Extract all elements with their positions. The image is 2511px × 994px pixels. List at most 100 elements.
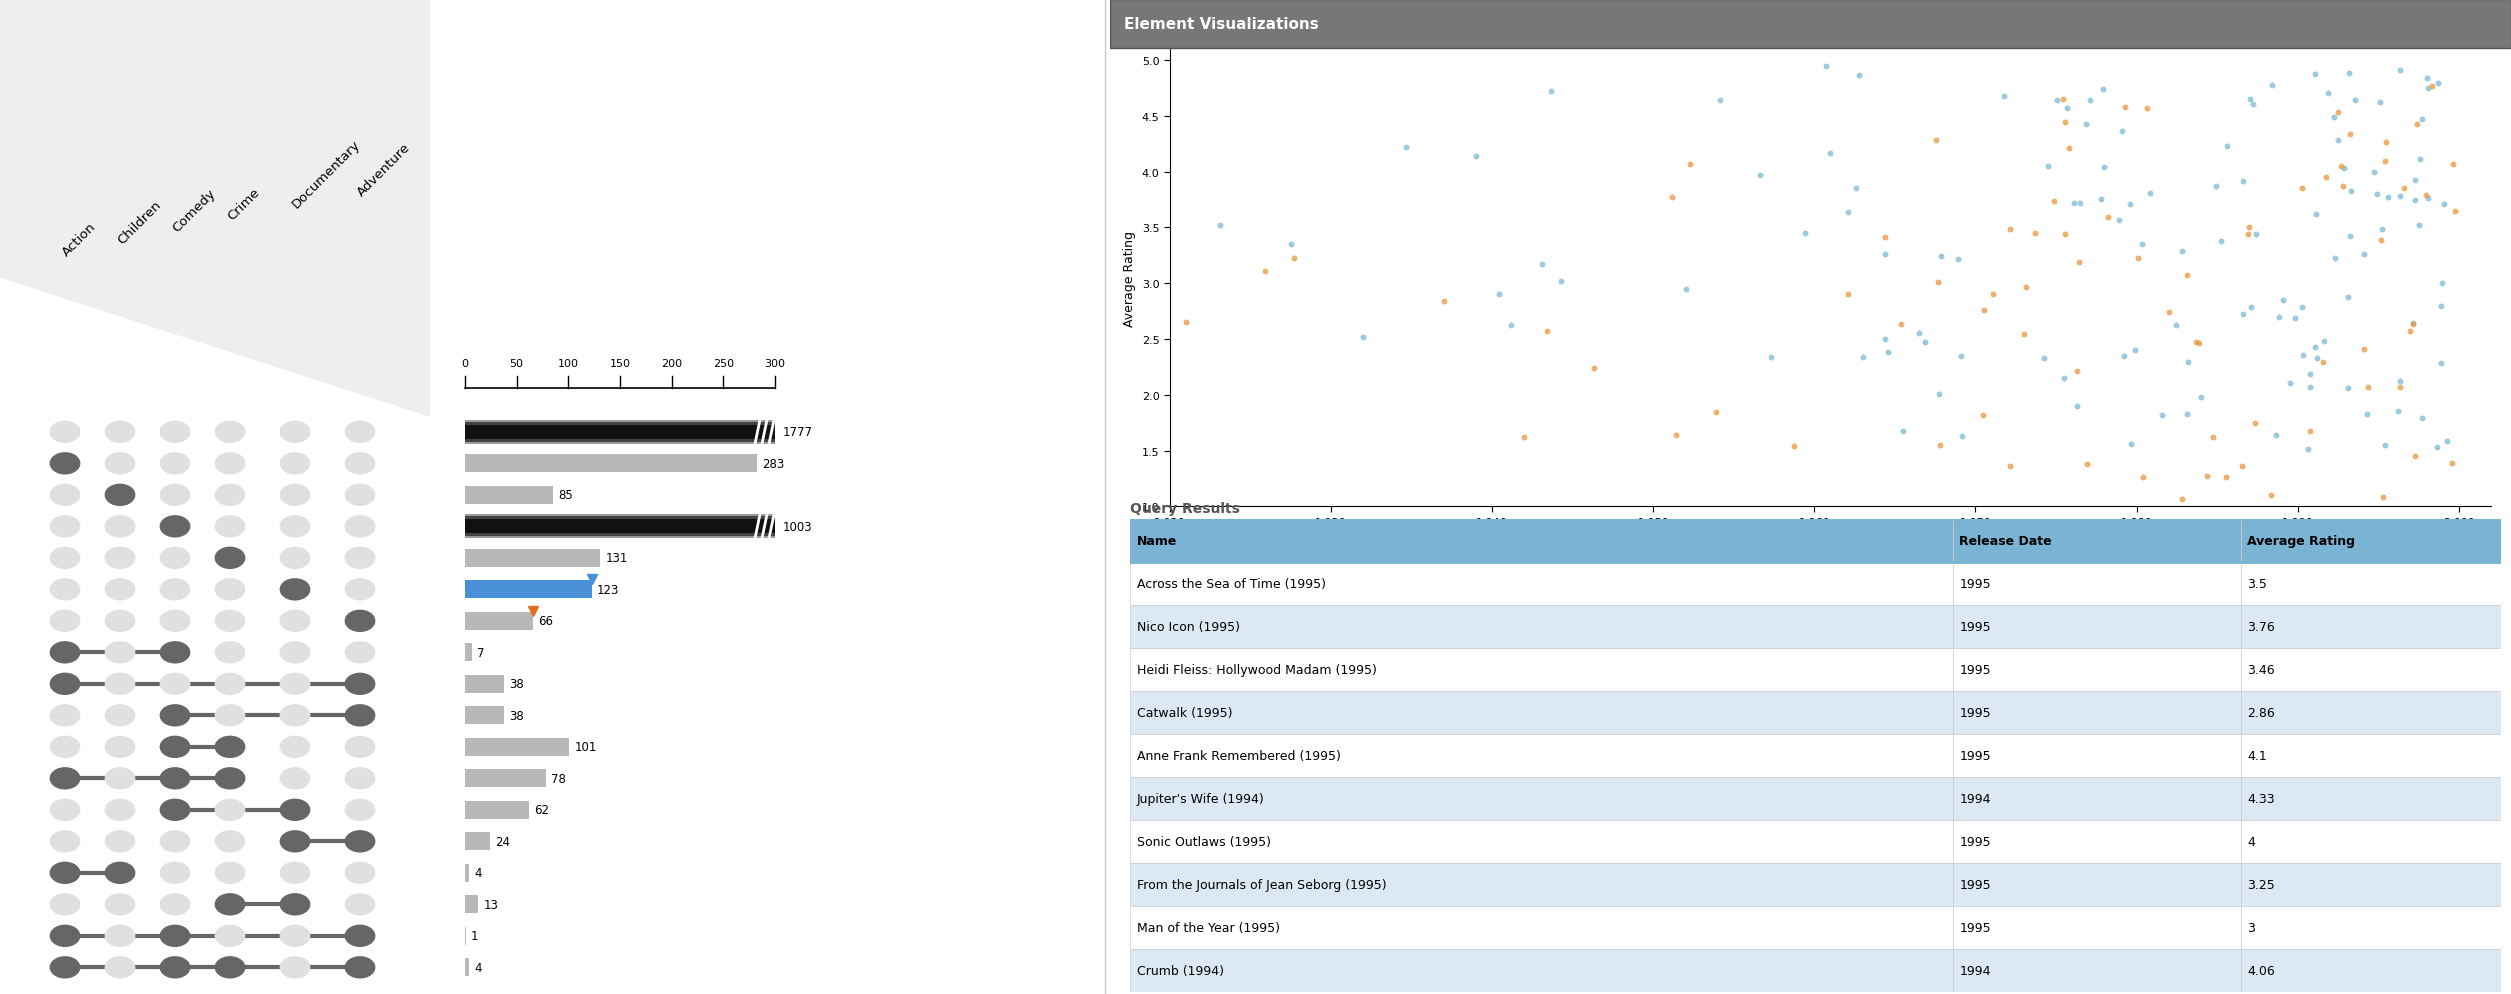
Point: [2303, 334, 2343, 350]
Point: [1343, 330, 1384, 346]
Point: [2036, 93, 2077, 109]
Text: 1003: 1003: [783, 520, 814, 534]
Bar: [465, 769, 545, 787]
Ellipse shape: [213, 421, 246, 443]
Text: 1995: 1995: [1959, 749, 1991, 762]
Ellipse shape: [105, 924, 136, 947]
Bar: [2240, 820, 2501, 863]
Point: [2232, 299, 2272, 315]
Point: [2433, 157, 2473, 173]
Point: [2320, 158, 2360, 174]
Text: 1995: 1995: [1959, 835, 1991, 848]
Point: [2104, 100, 2144, 116]
Point: [2330, 127, 2370, 143]
Bar: [2240, 605, 2501, 649]
Ellipse shape: [105, 862, 136, 884]
Point: [1916, 133, 1956, 149]
Bar: [2240, 949, 2501, 992]
Point: [1271, 237, 1311, 252]
Point: [2380, 64, 2421, 80]
Text: Sonic Outlaws (1995): Sonic Outlaws (1995): [1137, 835, 1271, 848]
Point: [2187, 469, 2227, 485]
Point: [2109, 197, 2149, 213]
Ellipse shape: [279, 641, 311, 664]
Point: [2298, 351, 2338, 367]
Text: 7: 7: [477, 646, 485, 659]
Point: [2270, 375, 2310, 391]
Ellipse shape: [279, 547, 311, 570]
Point: [2315, 250, 2355, 266]
Point: [1479, 286, 1519, 302]
Ellipse shape: [213, 862, 246, 884]
Text: 123: 123: [598, 583, 620, 596]
Point: [2044, 91, 2084, 107]
Point: [2393, 317, 2433, 333]
Ellipse shape: [105, 799, 136, 821]
Ellipse shape: [161, 767, 191, 789]
Point: [1245, 263, 1286, 279]
Text: 85: 85: [557, 489, 573, 502]
Ellipse shape: [344, 547, 377, 570]
Text: 24: 24: [495, 835, 510, 848]
Point: [2436, 204, 2476, 220]
Text: 150: 150: [610, 359, 630, 369]
Bar: [465, 612, 532, 630]
Point: [2328, 66, 2368, 82]
Text: 4: 4: [475, 867, 482, 880]
Ellipse shape: [344, 862, 377, 884]
Point: [2180, 390, 2220, 406]
Ellipse shape: [344, 894, 377, 915]
Point: [2360, 95, 2401, 111]
Text: 2.86: 2.86: [2247, 707, 2275, 720]
Ellipse shape: [50, 767, 80, 789]
Point: [2057, 399, 2097, 414]
Point: [2154, 318, 2195, 334]
Text: 101: 101: [575, 741, 598, 753]
Ellipse shape: [344, 924, 377, 947]
Point: [2406, 188, 2446, 204]
Point: [2104, 349, 2144, 365]
Text: Man of the Year (1995): Man of the Year (1995): [1137, 921, 1281, 934]
Ellipse shape: [50, 484, 80, 507]
Ellipse shape: [279, 767, 311, 789]
Text: 250: 250: [713, 359, 733, 369]
Point: [2325, 161, 2365, 177]
Ellipse shape: [161, 862, 191, 884]
Ellipse shape: [105, 767, 136, 789]
Text: Documentary: Documentary: [289, 137, 364, 211]
Bar: [1130, 520, 1954, 563]
Point: [1964, 302, 2004, 318]
Bar: [1954, 777, 2240, 820]
Ellipse shape: [344, 956, 377, 978]
Text: Release Date: Release Date: [1959, 535, 2051, 548]
Point: [2390, 324, 2431, 340]
Bar: [1130, 735, 1954, 777]
Point: [1574, 361, 1615, 377]
Point: [2368, 190, 2408, 206]
Ellipse shape: [279, 673, 311, 696]
Bar: [465, 644, 472, 662]
Text: 1995: 1995: [1959, 921, 1991, 934]
Ellipse shape: [161, 799, 191, 821]
Ellipse shape: [213, 610, 246, 632]
Ellipse shape: [105, 610, 136, 632]
Point: [1903, 334, 1944, 350]
Bar: [465, 517, 776, 537]
Bar: [1954, 907, 2240, 949]
Text: From the Journals of Jean Seborg (1995): From the Journals of Jean Seborg (1995): [1137, 879, 1386, 892]
Ellipse shape: [344, 830, 377, 853]
Text: 3.5: 3.5: [2247, 578, 2267, 590]
Bar: [2240, 563, 2501, 605]
Point: [1810, 146, 1851, 162]
Ellipse shape: [213, 736, 246, 758]
Point: [1805, 59, 1846, 75]
Point: [2202, 235, 2242, 250]
Point: [2222, 174, 2262, 190]
Point: [2290, 423, 2330, 439]
Point: [2205, 469, 2245, 485]
Point: [2360, 233, 2401, 248]
Bar: [465, 958, 470, 976]
Point: [2222, 307, 2262, 323]
Point: [1522, 257, 1562, 273]
Point: [2054, 196, 2094, 212]
